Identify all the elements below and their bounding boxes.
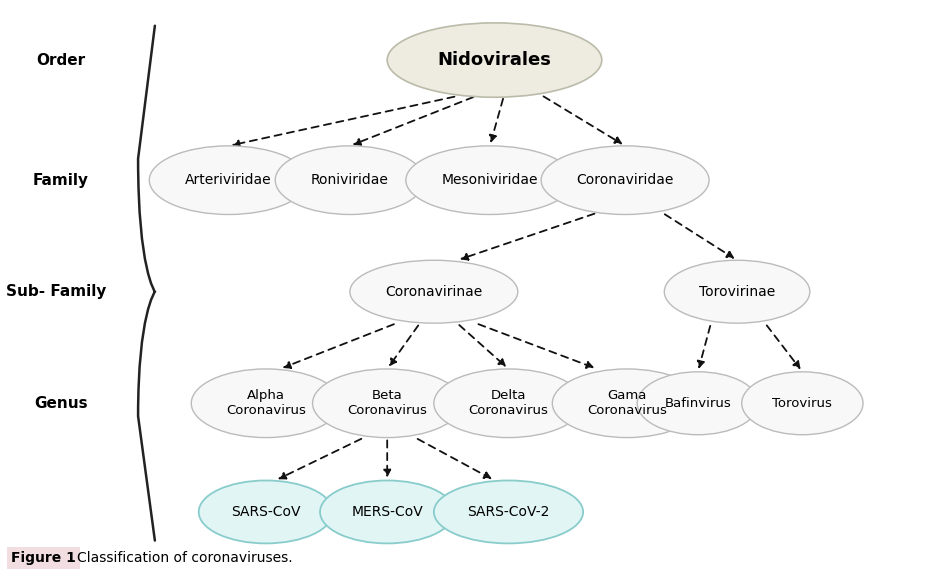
Text: Alpha
Coronavirus: Alpha Coronavirus [226, 390, 306, 417]
Text: Sub- Family: Sub- Family [6, 284, 106, 299]
Text: SARS-CoV: SARS-CoV [231, 505, 300, 519]
Text: Bafinvirus: Bafinvirus [664, 397, 731, 410]
Ellipse shape [313, 369, 462, 438]
Text: Coronaviridae: Coronaviridae [577, 173, 674, 187]
Text: Nidovirales: Nidovirales [438, 51, 551, 69]
Text: Order: Order [36, 53, 85, 67]
Ellipse shape [541, 146, 709, 214]
Ellipse shape [552, 369, 702, 438]
Ellipse shape [406, 146, 574, 214]
Ellipse shape [320, 480, 454, 543]
Ellipse shape [434, 480, 583, 543]
Text: Genus: Genus [34, 396, 88, 411]
Ellipse shape [664, 260, 810, 323]
Text: Coronavirinae: Coronavirinae [385, 285, 482, 299]
Text: Arteriviridae: Arteriviridae [186, 173, 272, 187]
Text: Delta
Coronavirus: Delta Coronavirus [468, 390, 549, 417]
Text: Figure 1: Figure 1 [11, 551, 77, 565]
Text: Roniviridae: Roniviridae [311, 173, 389, 187]
Ellipse shape [350, 260, 518, 323]
Ellipse shape [434, 369, 583, 438]
Text: Mesoniviridae: Mesoniviridae [441, 173, 538, 187]
Ellipse shape [199, 480, 333, 543]
Ellipse shape [275, 146, 425, 214]
Text: SARS-CoV-2: SARS-CoV-2 [467, 505, 550, 519]
Text: Beta
Coronavirus: Beta Coronavirus [347, 390, 427, 417]
Text: Classification of coronaviruses.: Classification of coronaviruses. [77, 551, 292, 565]
Ellipse shape [191, 369, 341, 438]
Ellipse shape [742, 372, 863, 435]
Text: Torovirinae: Torovirinae [699, 285, 775, 299]
Ellipse shape [387, 23, 602, 97]
Text: Family: Family [33, 173, 89, 188]
Text: Gama
Coronavirus: Gama Coronavirus [587, 390, 667, 417]
Ellipse shape [637, 372, 759, 435]
Ellipse shape [149, 146, 308, 214]
Text: MERS-CoV: MERS-CoV [352, 505, 423, 519]
Text: Torovirus: Torovirus [773, 397, 832, 410]
